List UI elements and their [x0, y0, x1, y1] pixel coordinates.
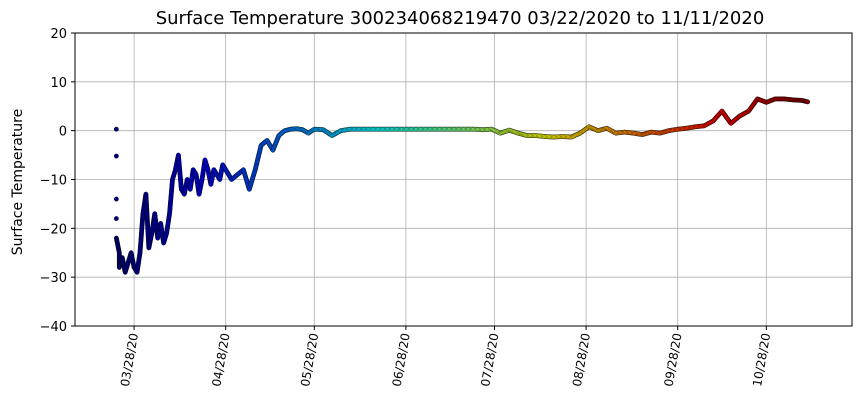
y-tick-label: 20 [50, 27, 67, 42]
data-point [113, 196, 119, 202]
y-tick-label: −20 [40, 222, 67, 237]
y-tick-label: −40 [40, 320, 67, 335]
y-tick-label: −30 [40, 271, 67, 286]
y-tick-label: 10 [50, 76, 67, 91]
data-point [113, 126, 119, 132]
y-tick-label: −10 [40, 174, 67, 189]
x-tick-label: 06/28/20 [390, 332, 413, 388]
x-tick-label: 04/28/20 [209, 332, 232, 388]
chart-title: Surface Temperature 300234068219470 03/2… [156, 8, 765, 29]
x-axis: 03/28/20 04/28/20 05/28/20 06/28/20 07/28/20… [118, 326, 773, 388]
x-tick-label: 09/28/20 [661, 332, 684, 388]
x-tick-label: 10/28/20 [750, 332, 773, 388]
y-axis-label: Surface Temperature [10, 109, 26, 255]
x-tick-label: 08/28/20 [570, 332, 593, 388]
y-tick-label: 0 [59, 125, 67, 140]
data-point [113, 216, 119, 221]
x-tick-label: 07/28/20 [478, 332, 501, 388]
data-point [113, 153, 119, 159]
data-point [805, 99, 811, 105]
y-axis: −40 −30 −20 −10 0 10 20 [40, 27, 75, 335]
data-points [113, 96, 811, 275]
x-tick-label: 05/28/20 [298, 332, 321, 388]
x-tick-label: 03/28/20 [118, 332, 141, 388]
